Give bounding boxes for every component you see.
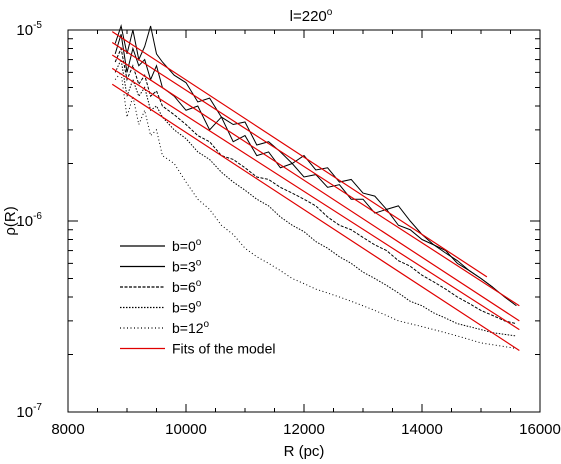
x-tick-label: 12000 <box>283 421 325 438</box>
y-tick-label: 10-7 <box>16 402 42 421</box>
x-tick-label: 10000 <box>165 421 207 438</box>
axis-ticks <box>67 29 541 413</box>
fit-line-3 <box>111 67 520 331</box>
x-tick-label: 8000 <box>51 421 84 438</box>
series-line-2 <box>114 46 517 325</box>
x-tick-label: 16000 <box>519 421 561 438</box>
legend: b=0o b=3o b=6o b=9o b=12o Fits of the model <box>120 237 276 357</box>
series-line-1 <box>114 34 517 307</box>
y-tick-label: 10-6 <box>16 211 42 230</box>
fit-line-0 <box>111 31 488 278</box>
legend-label: Fits of the model <box>172 341 276 357</box>
fit-lines-layer <box>111 31 520 351</box>
plot-frame <box>67 29 541 413</box>
y-tick-label: 10-5 <box>16 20 42 39</box>
legend-label: b=12o <box>172 319 210 336</box>
series-line-4 <box>114 71 517 349</box>
fit-line-4 <box>111 83 520 351</box>
x-tick-label: 14000 <box>401 421 443 438</box>
series-line-3 <box>114 57 517 337</box>
y-axis-title: ρ(R) <box>2 206 19 235</box>
legend-label: b=9o <box>172 299 202 316</box>
chart-title: l=220o <box>290 7 333 25</box>
fit-line-2 <box>111 54 520 322</box>
legend-label: b=3o <box>172 258 202 275</box>
fit-line-1 <box>111 42 520 307</box>
x-axis-title: R (pc) <box>284 443 325 460</box>
legend-label: b=6o <box>172 278 202 295</box>
legend-label: b=0o <box>172 237 202 254</box>
tick-labels: 8000 10000 12000 14000 16000 10-7 10-6 10-5 <box>16 20 560 438</box>
